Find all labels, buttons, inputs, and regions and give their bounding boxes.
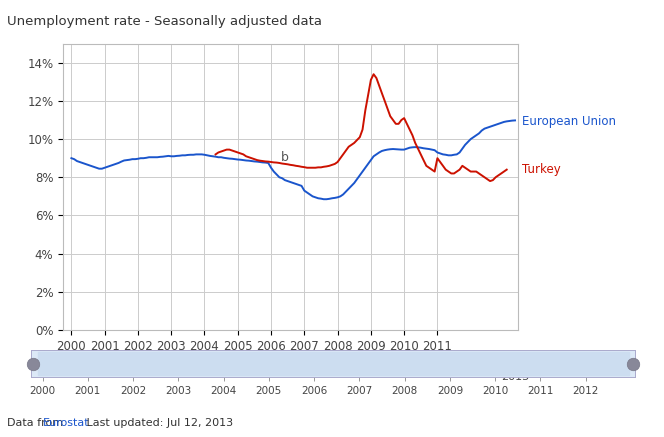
Bar (38, 352, 629, 375)
Text: Eurostat: Eurostat (43, 418, 90, 428)
Text: b: b (281, 150, 289, 163)
Text: Data from: Data from (7, 418, 66, 428)
Text: Unemployment rate - Seasonally adjusted data: Unemployment rate - Seasonally adjusted … (7, 15, 321, 28)
Text: Last updated: Jul 12, 2013: Last updated: Jul 12, 2013 (76, 418, 234, 428)
Text: May
2013: May 2013 (501, 361, 529, 382)
Text: Turkey: Turkey (522, 163, 560, 176)
Text: European Union: European Union (522, 115, 616, 128)
